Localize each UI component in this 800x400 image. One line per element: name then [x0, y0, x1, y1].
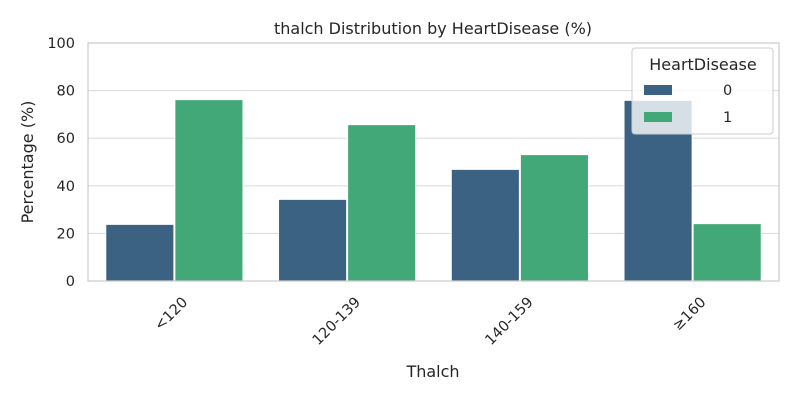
- y-tick-label: 60: [57, 131, 75, 147]
- y-tick-label: 40: [57, 179, 75, 195]
- legend-items: 01: [644, 83, 732, 126]
- y-axis-label: Percentage (%): [18, 101, 37, 224]
- legend: HeartDisease 01: [631, 47, 774, 135]
- y-tick-label: 20: [57, 226, 75, 242]
- y-tick-label: 0: [66, 274, 75, 290]
- legend-title: HeartDisease: [649, 55, 756, 74]
- x-axis-label: Thalch: [405, 362, 459, 381]
- bars: [105, 99, 762, 282]
- plot-frame: [87, 42, 780, 282]
- legend-swatch-0: [644, 85, 672, 95]
- bar-series-0-1: [278, 198, 348, 282]
- y-tick-label: 100: [47, 36, 75, 52]
- legend-label-0: 0: [723, 83, 732, 99]
- y-tick-label: 80: [57, 84, 75, 100]
- y-tick-labels: 0 20 40 60 80 100: [47, 36, 75, 290]
- chart-title: thalch Distribution by HeartDisease (%): [274, 19, 592, 38]
- legend-label-1: 1: [723, 110, 732, 126]
- bar-series-1-0: [174, 99, 244, 282]
- bar-series-0-0: [105, 223, 175, 282]
- bar-series-1-3: [692, 223, 762, 282]
- bar-series-1-2: [519, 154, 589, 282]
- bar-series-1-1: [347, 124, 417, 282]
- bar-series-0-2: [450, 168, 520, 282]
- legend-swatch-1: [644, 112, 672, 122]
